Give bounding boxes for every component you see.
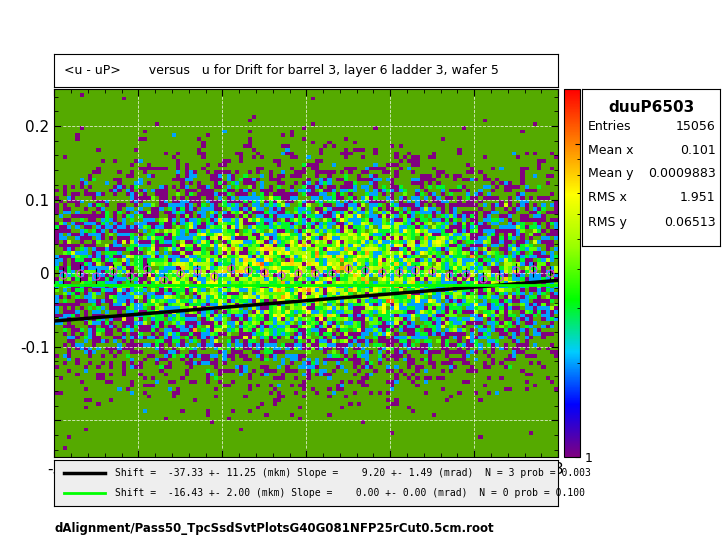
Text: 0.06513: 0.06513 <box>664 216 716 229</box>
Text: dAlignment/Pass50_TpcSsdSvtPlotsG40G081NFP25rCut0.5cm.root: dAlignment/Pass50_TpcSsdSvtPlotsG40G081N… <box>54 522 494 535</box>
Text: duuP6503: duuP6503 <box>608 100 694 115</box>
Text: 1.951: 1.951 <box>680 191 716 204</box>
Text: 0.0009883: 0.0009883 <box>648 168 716 181</box>
Text: RMS x: RMS x <box>588 191 626 204</box>
Text: <u - uP>       versus   u for Drift for barrel 3, layer 6 ladder 3, wafer 5: <u - uP> versus u for Drift for barrel 3… <box>65 64 500 77</box>
Text: RMS y: RMS y <box>588 216 626 229</box>
Text: Mean x: Mean x <box>588 144 633 157</box>
Text: Shift =  -37.33 +- 11.25 (mkm) Slope =    9.20 +- 1.49 (mrad)  N = 3 prob = 0.00: Shift = -37.33 +- 11.25 (mkm) Slope = 9.… <box>115 468 591 478</box>
Text: Shift =  -16.43 +- 2.00 (mkm) Slope =    0.00 +- 0.00 (mrad)  N = 0 prob = 0.100: Shift = -16.43 +- 2.00 (mkm) Slope = 0.0… <box>115 488 585 498</box>
Text: Entries: Entries <box>588 121 631 134</box>
Text: Mean y: Mean y <box>588 168 633 181</box>
Text: 0.101: 0.101 <box>680 144 716 157</box>
Text: 15056: 15056 <box>676 121 716 134</box>
